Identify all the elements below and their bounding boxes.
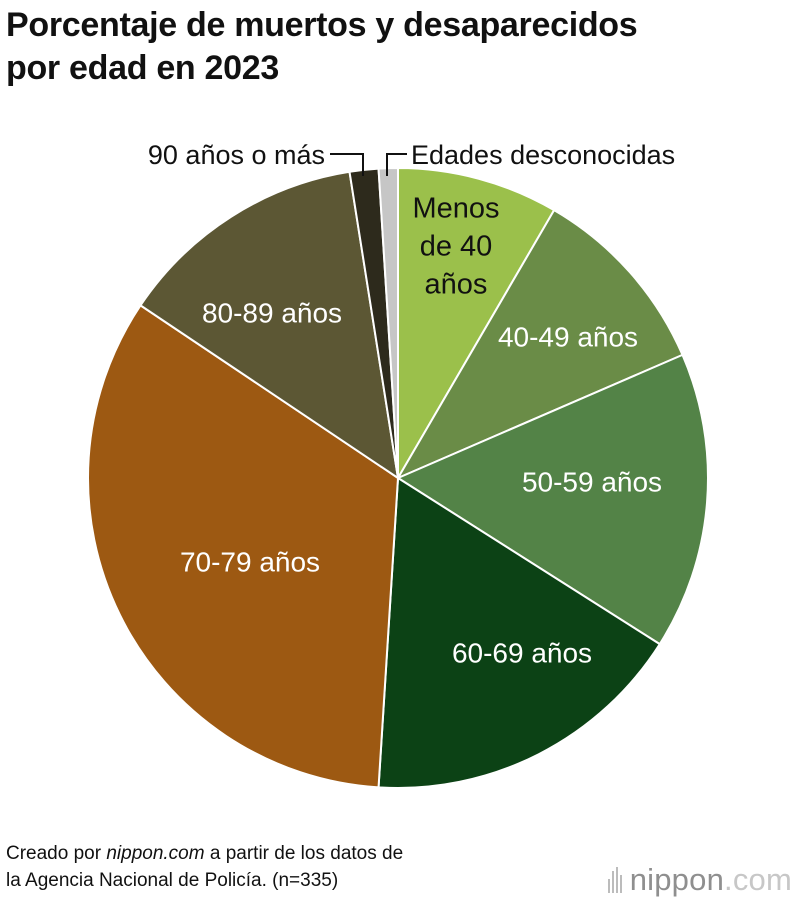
pie-slice-50-59-anos: [397, 353, 709, 646]
brand-logo: nippon.com: [607, 862, 792, 898]
slice-label-70-79-anos: 70-79 años: [180, 546, 320, 577]
slice-label-40-49-anos: 40-49 años: [498, 321, 638, 352]
source-note-line-1: Creado por nippon.com a partir de los da…: [6, 843, 404, 864]
brand-name: nippon.com: [629, 862, 792, 897]
slice-label-edades-desconocidas: Edades desconocidas: [411, 140, 675, 170]
source-note-line-2: la Agencia Nacional de Policía. (n=335): [6, 870, 339, 891]
callout-line-90-anos-o-mas: [330, 153, 364, 176]
source-note: Creado por nippon.com a partir de los da…: [6, 840, 403, 894]
slice-label-80-89-anos: 80-89 años: [202, 297, 342, 328]
pie-slice-menos-de-40-anos: [397, 167, 556, 479]
pie-slice-60-69-anos: [377, 477, 661, 789]
chart-title: Porcentaje de muertos y desaparecidos po…: [6, 4, 796, 90]
slice-label-90-anos-o-mas: 90 años o más: [148, 140, 325, 170]
callout-line-edades-desconocidas: [386, 153, 407, 176]
chart-title-line-1: Porcentaje de muertos y desaparecidos: [6, 6, 638, 44]
slice-label-60-69-anos: 60-69 años: [452, 637, 592, 668]
source-site-name: nippon.com: [106, 843, 205, 864]
pie-slice-80-89-anos: [139, 170, 399, 479]
brand-bars-icon: [607, 867, 622, 893]
pie-slice-70-79-anos: [87, 304, 399, 789]
slice-label-menos-de-40-anos: Menos de 40 años: [412, 193, 499, 301]
chart-title-line-2: por edad en 2023: [6, 49, 279, 87]
pie-slice-40-49-anos: [397, 209, 684, 479]
pie-slice-edades-desconocidas: [377, 166, 399, 479]
slice-label-50-59-anos: 50-59 años: [522, 466, 662, 497]
